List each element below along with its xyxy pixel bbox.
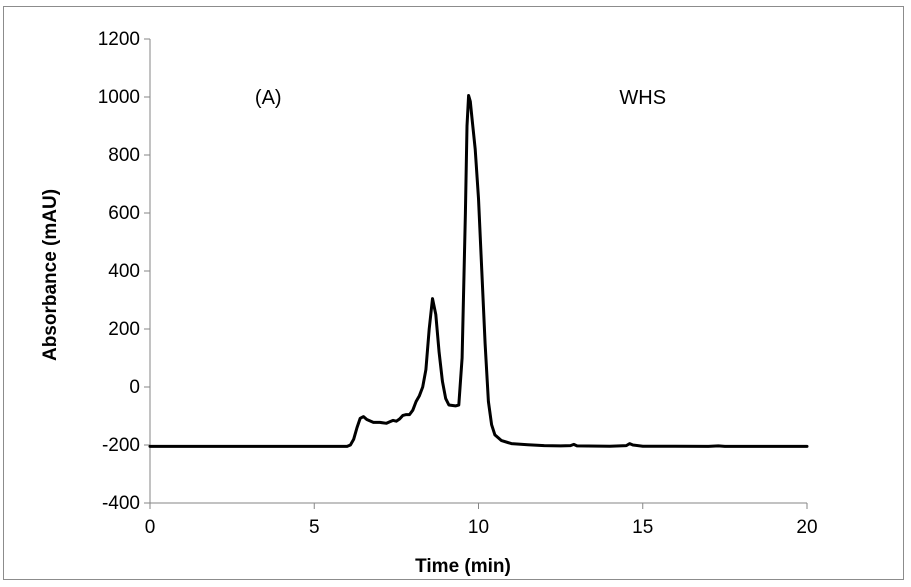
x-axis-title: Time (min): [415, 556, 511, 577]
y-tick-label: 800: [108, 145, 140, 166]
y-tick-label: -200: [102, 435, 140, 456]
y-tick-label: 0: [129, 377, 140, 398]
y-tick-label: 600: [108, 203, 140, 224]
y-axis-title: Absorbance (mAU): [40, 189, 61, 361]
sample-label: WHS: [619, 87, 666, 109]
x-tick-label: 20: [796, 517, 817, 538]
y-tick-label: 1000: [98, 87, 140, 108]
y-tick-label: 400: [108, 261, 140, 282]
y-tick-label: 1200: [98, 29, 140, 50]
x-tick-label: 0: [145, 517, 156, 538]
chart-area: -400 -200 0 200 400 600 800 1000 1200 0 5 10 15 20 (A)…: [3, 6, 904, 580]
labels: -400 -200 0 200 400 600 800 1000 1200 0 5 10 15 20 (A)…: [98, 29, 818, 538]
axes: [144, 38, 808, 509]
series-line: [148, 94, 809, 448]
chromatogram-chart: -400 -200 0 200 400 600 800 1000 1200 0 5 10 15 20 (A)…: [40, 29, 818, 577]
panel-label: (A): [255, 87, 282, 109]
series-layer: [148, 94, 809, 448]
x-tick-label: 15: [632, 517, 653, 538]
x-tick-label: 10: [468, 517, 489, 538]
y-tick-label: -400: [102, 493, 140, 514]
y-tick-label: 200: [108, 319, 140, 340]
x-tick-label: 5: [309, 517, 320, 538]
